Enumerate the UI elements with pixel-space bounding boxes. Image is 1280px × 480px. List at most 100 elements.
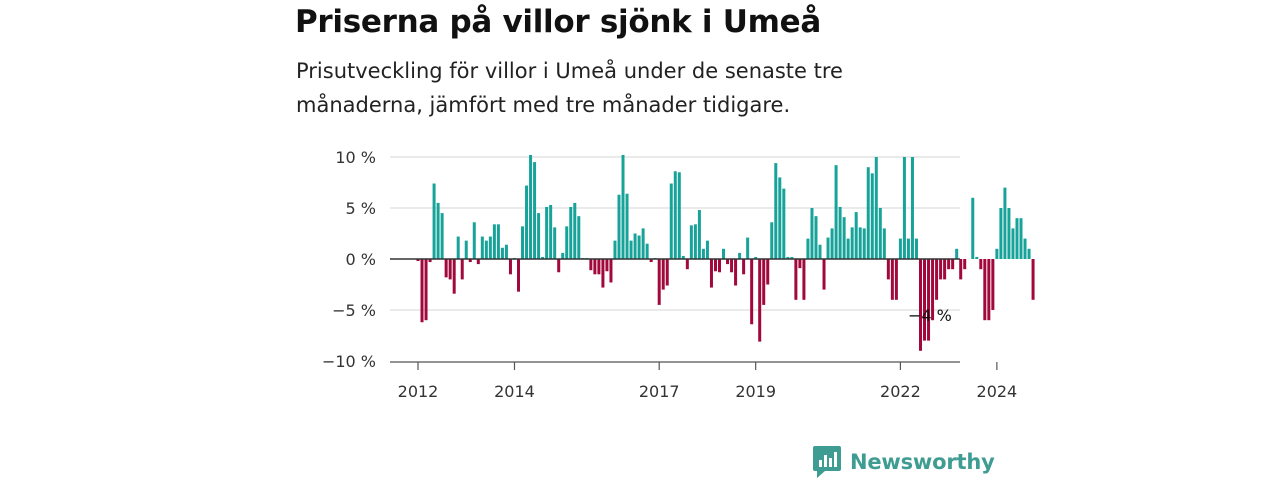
bar — [416, 259, 420, 262]
bar — [790, 256, 794, 259]
bar — [456, 236, 460, 259]
bar — [971, 197, 975, 259]
bar — [460, 259, 464, 280]
bar — [754, 256, 758, 259]
bar — [910, 157, 914, 259]
bar — [476, 259, 480, 265]
bar — [746, 237, 750, 259]
bar — [605, 259, 609, 272]
bar — [886, 259, 890, 280]
bar — [943, 259, 947, 280]
bar — [657, 259, 661, 305]
bar — [565, 226, 569, 259]
bar — [709, 259, 713, 288]
bar — [758, 259, 762, 342]
x-tick-label: 2014 — [494, 382, 535, 401]
bar — [862, 228, 866, 259]
bar — [794, 259, 798, 300]
bar — [786, 256, 790, 259]
bar — [782, 188, 786, 259]
bar — [927, 259, 931, 341]
bar — [902, 157, 906, 259]
bar — [621, 154, 625, 259]
bar — [987, 259, 991, 321]
bar — [870, 173, 874, 259]
bar — [488, 236, 492, 259]
bar — [750, 259, 754, 325]
bar — [561, 252, 565, 259]
bar — [637, 235, 641, 259]
bar — [533, 162, 537, 259]
bar — [975, 256, 979, 259]
bar — [420, 259, 424, 323]
bar — [677, 172, 681, 259]
bar — [625, 193, 629, 259]
bar — [983, 259, 987, 321]
bar — [979, 259, 983, 270]
bar — [701, 248, 705, 259]
bar — [762, 259, 766, 305]
bar — [882, 228, 886, 259]
bar — [898, 238, 902, 259]
y-tick-label: −5 % — [332, 301, 376, 320]
chart-title: Priserna på villor sjönk i Umeå — [295, 4, 821, 40]
bar — [842, 217, 846, 259]
bar — [492, 224, 496, 259]
bar — [609, 259, 613, 283]
bar — [464, 240, 468, 259]
bar — [838, 206, 842, 259]
bar — [718, 259, 721, 273]
bar — [951, 259, 955, 270]
bar — [906, 238, 910, 259]
bar — [500, 247, 504, 259]
brand-name: Newsworthy — [850, 450, 995, 474]
bar — [529, 154, 533, 259]
bar — [440, 213, 444, 259]
bar — [444, 259, 448, 278]
bar — [436, 202, 440, 259]
bar — [1023, 238, 1027, 259]
bar — [931, 259, 935, 321]
bar — [846, 238, 850, 259]
bar — [935, 259, 939, 300]
bar — [545, 206, 549, 259]
bar — [854, 212, 858, 259]
bar — [874, 157, 878, 259]
bar — [541, 256, 545, 259]
bar — [858, 227, 862, 259]
x-axis: 2012 2014 2017 2019 2022 2024 — [398, 362, 1018, 401]
bar — [553, 227, 557, 259]
bar — [705, 240, 709, 259]
bar — [955, 248, 959, 259]
bar — [593, 259, 597, 275]
bar — [601, 259, 605, 288]
bar — [890, 259, 894, 300]
bar — [685, 259, 689, 270]
bar — [866, 167, 870, 259]
bar — [778, 177, 782, 259]
bar — [517, 259, 520, 292]
bar — [589, 259, 593, 271]
bar — [730, 259, 734, 273]
bar — [424, 259, 428, 321]
bar — [814, 216, 818, 259]
bar — [577, 216, 581, 259]
bar — [1015, 218, 1019, 259]
x-tick-label: 2012 — [398, 382, 439, 401]
brand: Newsworthy — [813, 445, 995, 479]
bar — [549, 204, 553, 259]
bar — [629, 240, 633, 259]
bar — [830, 228, 834, 259]
bar — [810, 208, 814, 259]
bar — [995, 248, 999, 259]
x-tick-label: 2024 — [977, 382, 1018, 401]
y-tick-label: 0 % — [346, 250, 376, 269]
bar — [1007, 208, 1011, 259]
bar — [468, 259, 472, 263]
bar — [508, 259, 512, 275]
bar — [428, 259, 432, 263]
bar — [525, 185, 529, 259]
bar — [661, 259, 665, 290]
x-tick-label: 2017 — [639, 382, 680, 401]
bar — [649, 259, 653, 263]
